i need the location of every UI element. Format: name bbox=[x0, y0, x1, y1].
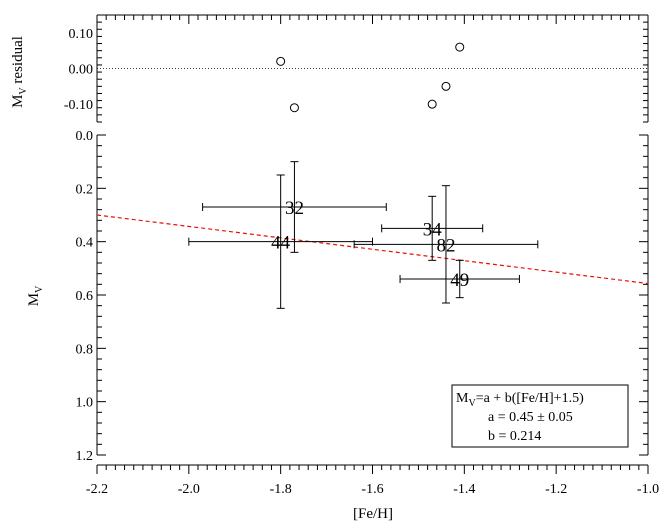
main-y-tick-label: 1.0 bbox=[76, 396, 94, 411]
main-y-tick-label: 1.2 bbox=[76, 449, 94, 464]
x-tick-label: -1.4 bbox=[453, 482, 475, 497]
residual-panel-y-label: MV residual bbox=[10, 36, 29, 108]
main-y-tick-label: 0.2 bbox=[76, 182, 94, 197]
x-tick-label: -2.0 bbox=[178, 482, 200, 497]
x-tick-label: -1.6 bbox=[361, 482, 383, 497]
x-tick-label: -1.2 bbox=[545, 482, 567, 497]
star-34: 34 bbox=[382, 196, 483, 260]
residual-point bbox=[456, 43, 464, 51]
residual-y-label-suffix: residual bbox=[10, 36, 26, 87]
residual-y-tick-label: 0.00 bbox=[69, 63, 94, 78]
main-panel-y-label: MV bbox=[26, 285, 45, 306]
residual-point bbox=[290, 104, 298, 112]
residual-point bbox=[428, 100, 436, 108]
residual-points bbox=[277, 43, 464, 112]
fit-line bbox=[97, 215, 648, 284]
star-label: 82 bbox=[436, 235, 455, 256]
star-49: 49 bbox=[400, 260, 519, 297]
fit-legend-b: b = 0.214 bbox=[488, 429, 541, 444]
main-y-tick-label: 0.6 bbox=[76, 289, 94, 304]
main-y-tick-label: 0.0 bbox=[76, 129, 94, 144]
residual-y-label-main: M bbox=[10, 95, 26, 108]
residual-y-tick-label: 0.10 bbox=[69, 27, 94, 42]
star-label: 44 bbox=[271, 233, 291, 254]
main-y-tick-label: 0.4 bbox=[76, 236, 94, 251]
main-y-label-main: M bbox=[26, 293, 42, 306]
fit-legend-a: a = 0.45 ± 0.05 bbox=[488, 410, 573, 425]
residual-point bbox=[442, 82, 450, 90]
main-y-label-sub: V bbox=[34, 285, 45, 293]
star-label: 32 bbox=[285, 198, 304, 219]
residual-point bbox=[277, 57, 285, 65]
fit-legend-equation-main: M bbox=[456, 391, 469, 406]
fit-legend-equation-rest: =a + b([Fe/H]+1.5) bbox=[476, 391, 584, 406]
star-82: 82 bbox=[354, 186, 538, 303]
main-y-tick-label: 0.8 bbox=[76, 342, 94, 357]
x-tick-label: -1.0 bbox=[637, 482, 659, 497]
x-tick-label: -2.2 bbox=[86, 482, 108, 497]
star-44: 44 bbox=[189, 175, 373, 308]
fit-legend: MV=a + b([Fe/H]+1.5) a = 0.45 ± 0.05 b =… bbox=[452, 385, 628, 447]
residual-y-tick-label: -0.10 bbox=[64, 98, 93, 113]
x-axis-label: [Fe/H] bbox=[353, 506, 393, 522]
star-32: 32 bbox=[203, 162, 387, 253]
x-tick-label: -1.8 bbox=[270, 482, 292, 497]
star-label: 49 bbox=[450, 270, 469, 291]
